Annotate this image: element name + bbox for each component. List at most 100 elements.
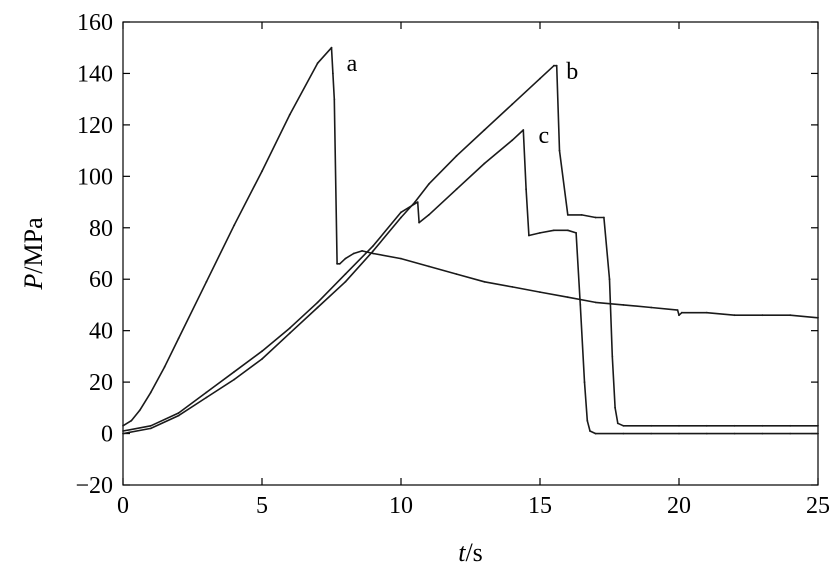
series-line-b [122, 64, 818, 435]
series-b-point [511, 103, 514, 106]
series-b-point [205, 396, 208, 399]
series-b-point [427, 183, 430, 186]
series-b-point [483, 129, 486, 131]
series-b-point [608, 278, 611, 281]
series-a-point [539, 291, 541, 293]
series-c-point [575, 232, 577, 234]
series-c-point [733, 432, 736, 435]
series-a-point [177, 337, 180, 340]
series-b-point [539, 77, 541, 80]
series-b-point [288, 332, 291, 335]
series-b-point [622, 424, 625, 427]
series-group [122, 46, 819, 435]
series-c-point [579, 304, 582, 306]
series-b-point [233, 378, 236, 381]
series-c-point [650, 432, 653, 435]
axes: 0 5 10 15 20 25−20020406080100120140160t/sP/M… [19, 10, 830, 567]
series-a-point [650, 306, 653, 309]
series-c-point [427, 214, 430, 216]
series-a-point [149, 391, 152, 394]
series-a-point [163, 365, 166, 368]
series-a-point [678, 314, 680, 317]
series-c-point [594, 432, 597, 435]
series-c-point [122, 430, 124, 432]
series-b-point [616, 422, 619, 425]
series-c-point [525, 188, 527, 191]
series-c-point [817, 432, 819, 435]
x-axis-unit: /s [465, 538, 482, 567]
series-a-point [338, 262, 341, 265]
series-a-point [676, 309, 679, 311]
series-b-point [789, 424, 792, 427]
series-a-point [333, 98, 336, 101]
series-c-point [528, 234, 530, 237]
series-a-point [427, 265, 430, 268]
series-c-point [416, 201, 419, 204]
series-a-point [817, 316, 819, 319]
series-a-point [233, 224, 236, 227]
x-tick-label: 5 [256, 493, 268, 519]
series-c-point [483, 162, 486, 165]
series-label-a: a [347, 51, 358, 77]
series-a-point [511, 286, 514, 288]
series-c-point [705, 432, 708, 435]
series-a-point [330, 46, 333, 49]
series-a-point [400, 257, 402, 260]
y-tick-label: 0 [101, 422, 113, 448]
x-tick-label: 25 [806, 493, 830, 519]
series-b-point [566, 214, 569, 216]
series-b-point [553, 64, 555, 67]
series-line-c [122, 129, 818, 435]
series-c-point [589, 430, 591, 432]
series-b-point [603, 216, 605, 219]
series-b-point [761, 424, 764, 427]
series-a-point [130, 419, 133, 422]
series-b-point [733, 424, 736, 427]
series-a-point [733, 314, 736, 317]
series-c-point [622, 432, 625, 435]
series-c-point [288, 327, 291, 329]
series-c-point [522, 129, 525, 131]
series-label-c: c [538, 123, 549, 149]
series-c-point [372, 244, 375, 247]
series-b-point [611, 355, 614, 358]
series-c-point [761, 432, 764, 435]
series-c-point [583, 381, 586, 383]
series-b-point [455, 154, 458, 157]
y-axis-label: P/MPa [19, 217, 48, 291]
series-b-point [650, 424, 653, 427]
x-axis-variable: t [458, 538, 466, 567]
x-tick-label: 20 [667, 493, 691, 519]
plot-frame [122, 21, 819, 486]
series-a-point [361, 250, 363, 252]
series-c-point [566, 229, 569, 232]
series-a-point [705, 311, 708, 314]
y-axis-variable: P [19, 274, 48, 291]
series-b-point [580, 214, 583, 216]
series-b-point [705, 424, 708, 427]
series-c-point [789, 432, 792, 435]
y-axis-unit: /MPa [19, 217, 48, 274]
series-b-point [555, 64, 558, 67]
series-a-point [594, 301, 597, 304]
series-a-point [352, 252, 355, 255]
series-b-point [177, 414, 180, 417]
series-a-point [455, 273, 458, 275]
series-a-point [372, 252, 375, 255]
series-b-point [122, 432, 124, 435]
series-a-point [205, 280, 208, 283]
y-tick-label: −20 [75, 473, 113, 499]
series-line-a [122, 46, 819, 427]
series-a-point [122, 424, 124, 427]
series-c-point [678, 432, 680, 435]
series-c-point [344, 273, 347, 275]
series-b-point [344, 280, 347, 283]
y-tick-label: 80 [89, 216, 113, 242]
series-c-point [418, 221, 420, 224]
y-tick-label: 60 [89, 267, 113, 293]
series-b-point [558, 149, 561, 152]
y-tick-label: 120 [77, 113, 113, 139]
y-tick-label: 160 [77, 10, 113, 36]
series-a-point [332, 72, 334, 75]
